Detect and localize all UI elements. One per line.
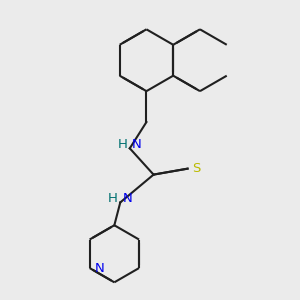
Text: H: H: [118, 138, 128, 151]
Text: N: N: [123, 192, 132, 206]
Text: H: H: [108, 192, 118, 206]
Text: S: S: [192, 162, 201, 175]
Text: N: N: [132, 138, 142, 151]
Text: N: N: [94, 262, 104, 275]
